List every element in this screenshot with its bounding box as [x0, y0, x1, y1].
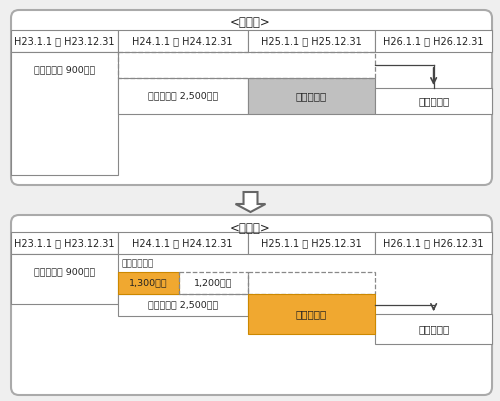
Text: <改正後>: <改正後>	[230, 221, 271, 235]
Text: H26.1.1 ～ H26.12.31: H26.1.1 ～ H26.12.31	[384, 36, 484, 46]
Bar	[118, 232, 248, 254]
Bar	[248, 232, 376, 254]
Bar	[118, 30, 248, 52]
Text: 1,300万円: 1,300万円	[129, 279, 168, 288]
Text: H26.1.1 ～ H26.12.31: H26.1.1 ～ H26.12.31	[384, 238, 484, 248]
Bar	[11, 232, 118, 254]
Bar	[376, 88, 492, 114]
Text: 課税事業者: 課税事業者	[418, 96, 450, 106]
Bar	[248, 78, 376, 114]
Text: 課税売上高 900万円: 課税売上高 900万円	[34, 267, 95, 277]
Bar	[376, 314, 492, 344]
FancyBboxPatch shape	[11, 10, 492, 185]
Text: H23.1.1 ～ H23.12.31: H23.1.1 ～ H23.12.31	[14, 238, 114, 248]
Bar	[376, 232, 492, 254]
Bar	[248, 272, 376, 294]
Text: 課税事業者: 課税事業者	[296, 309, 327, 319]
Bar	[11, 254, 118, 304]
Polygon shape	[236, 192, 266, 212]
Text: 課税売上高 2,500万円: 課税売上高 2,500万円	[148, 300, 218, 310]
Text: 【特定期間】: 【特定期間】	[122, 259, 154, 269]
Text: H25.1.1 ～ H25.12.31: H25.1.1 ～ H25.12.31	[261, 36, 362, 46]
Bar	[118, 272, 179, 294]
Bar	[118, 78, 248, 114]
Bar	[118, 294, 248, 316]
Text: 課税売上高 900万円: 課税売上高 900万円	[34, 65, 95, 75]
Bar	[11, 30, 118, 52]
Text: H24.1.1 ～ H24.12.31: H24.1.1 ～ H24.12.31	[132, 36, 233, 46]
Bar	[248, 30, 376, 52]
Bar	[11, 52, 118, 175]
Bar	[376, 30, 492, 52]
FancyBboxPatch shape	[11, 215, 492, 395]
Text: <改正前>: <改正前>	[230, 16, 271, 30]
Bar	[179, 272, 248, 294]
Text: 課税事業者: 課税事業者	[418, 324, 450, 334]
Text: H25.1.1 ～ H25.12.31: H25.1.1 ～ H25.12.31	[261, 238, 362, 248]
Bar	[118, 52, 376, 78]
Text: 課税売上高 2,500万円: 課税売上高 2,500万円	[148, 91, 218, 101]
Bar	[248, 294, 376, 334]
Text: 1,200万円: 1,200万円	[194, 279, 232, 288]
Text: H23.1.1 ～ H23.12.31: H23.1.1 ～ H23.12.31	[14, 36, 114, 46]
Text: H24.1.1 ～ H24.12.31: H24.1.1 ～ H24.12.31	[132, 238, 233, 248]
Text: 免税事業者: 免税事業者	[296, 91, 327, 101]
